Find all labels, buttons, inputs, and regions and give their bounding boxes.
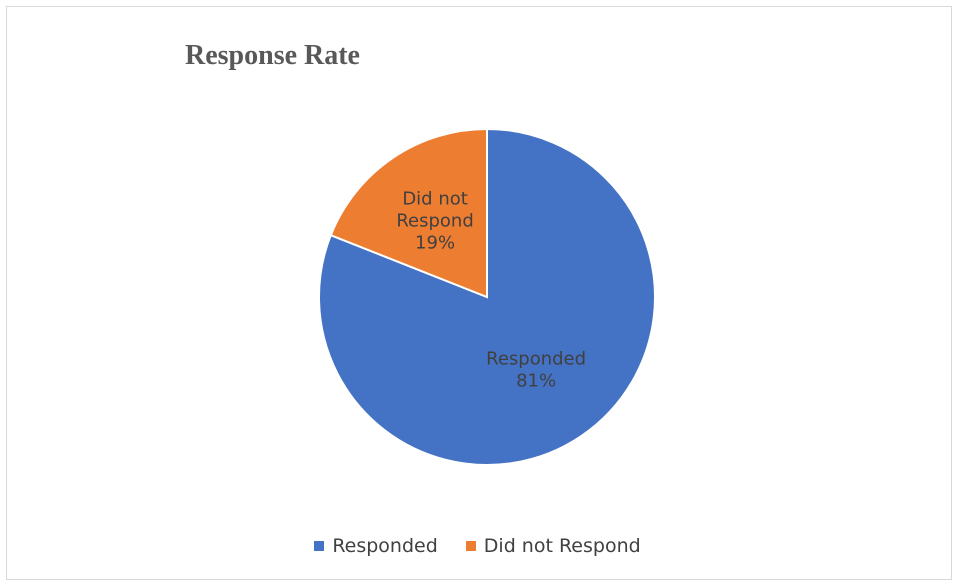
legend-swatch-responded	[314, 541, 325, 551]
legend-item-did-not-respond: Did not Respond	[465, 535, 641, 557]
data-label-line: 19%	[415, 233, 455, 254]
chart-title: Response Rate	[185, 40, 360, 71]
data-label-line: Responded	[486, 348, 586, 369]
legend-item-responded: Responded	[314, 535, 438, 557]
data-label-line: Respond	[396, 211, 473, 232]
data-label-responded: Responded 81%	[486, 348, 586, 391]
pie-slice-responded	[318, 127, 656, 466]
pie-slice-did-not-respond	[329, 127, 488, 299]
pie-slices	[318, 127, 656, 466]
legend-swatch-did-not-respond	[465, 541, 476, 551]
data-label-line: Did not	[402, 189, 468, 210]
pie-slice-labels: Responded 81% Did not Respond 19%	[396, 189, 586, 392]
data-label-did-not-respond: Did not Respond 19%	[396, 189, 473, 254]
data-label-line: 81%	[516, 370, 556, 391]
legend-label-did-not-respond: Did not Respond	[483, 535, 641, 557]
legend-label-responded: Responded	[332, 535, 438, 557]
chart-legend: Responded Did not Respond	[0, 535, 955, 557]
